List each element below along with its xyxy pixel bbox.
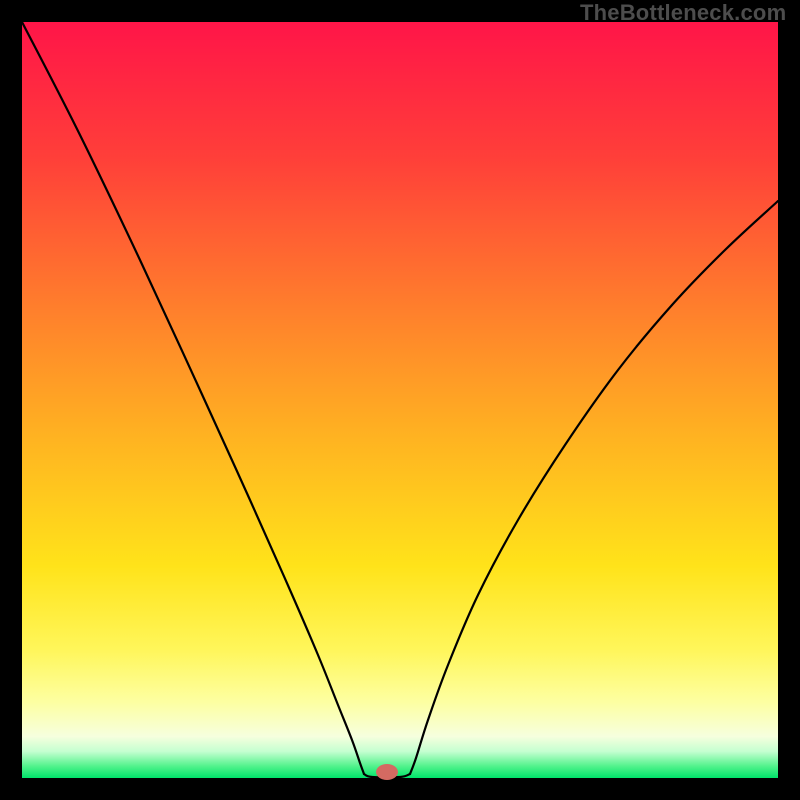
watermark-text: TheBottleneck.com (580, 0, 786, 26)
minimum-marker (376, 764, 398, 780)
chart-frame: TheBottleneck.com (0, 0, 800, 800)
plot-area (22, 22, 778, 778)
